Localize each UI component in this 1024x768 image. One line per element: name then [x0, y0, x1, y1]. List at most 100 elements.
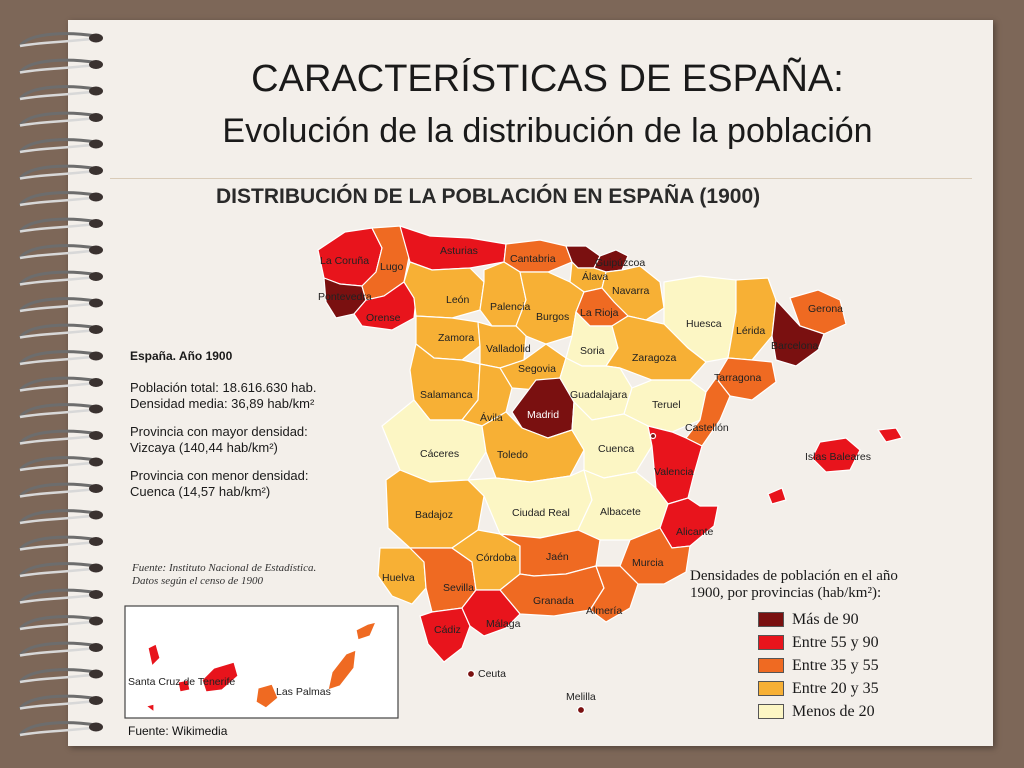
label-asturias: Asturias: [440, 245, 478, 257]
label-teruel: Teruel: [652, 399, 681, 411]
binding-hole: [89, 431, 103, 440]
province-lerida: [727, 277, 777, 361]
island-lanzarote: [355, 621, 378, 641]
statistics-panel: España. Año 1900 Población total: 18.616…: [130, 348, 380, 512]
island-tenerife: [201, 661, 239, 693]
binding-ring: [18, 429, 97, 445]
province-barcelona: [771, 298, 825, 367]
island-la-palma: [147, 643, 161, 668]
binding-hole: [89, 563, 103, 573]
label-zamora: Zamora: [438, 332, 474, 344]
label-granada: Granada: [533, 595, 574, 607]
binding-hole: [89, 722, 103, 732]
binding-hole: [89, 510, 103, 520]
binding-ring: [18, 376, 97, 392]
label-lugo: Lugo: [380, 261, 404, 273]
label-sevilla: Sevilla: [443, 582, 474, 594]
label-malaga: Málaga: [486, 618, 521, 630]
island-fuerteventura: [327, 649, 357, 691]
island-ibiza: [767, 487, 787, 505]
label-la-coruna: La Coruña: [320, 255, 369, 267]
label-leon: León: [446, 294, 470, 306]
binding-ring: [18, 482, 97, 498]
binding-ring: [18, 244, 97, 260]
legend-item: Entre 55 y 90: [690, 631, 940, 654]
spiral-binding: [18, 32, 103, 737]
label-melilla: Melilla: [566, 691, 596, 703]
province-albacete: [577, 468, 669, 541]
binding-hole: [89, 457, 103, 467]
label-pontevedra: Pontevedra: [318, 291, 372, 303]
binding-ring: [18, 588, 97, 604]
stats-max-label: Provincia con mayor densidad:: [130, 424, 308, 439]
binding-hole: [89, 590, 103, 599]
legend-title: Densidades de población en el año 1900, …: [690, 568, 940, 602]
label-la-rioja: La Rioja: [580, 307, 619, 319]
binding-ring: [18, 270, 97, 286]
legend-item: Más de 90: [690, 608, 940, 631]
label-orense: Orense: [366, 312, 401, 324]
legend-label: Entre 55 y 90: [792, 633, 879, 651]
label-las-palmas: Las Palmas: [276, 686, 331, 698]
island-la-gomera: [177, 679, 191, 693]
divider: [110, 178, 972, 179]
legend-swatch: [758, 658, 784, 673]
label-madrid: Madrid: [527, 409, 559, 421]
label-avila: Ávila: [480, 411, 503, 424]
province-orense: [353, 281, 417, 331]
binding-ring: [18, 668, 97, 684]
label-badajoz: Badajoz: [415, 509, 453, 521]
binding-ring: [18, 535, 97, 551]
legend-swatch: [758, 635, 784, 650]
island-el-hierro: [144, 703, 155, 714]
slide-subtitle: Evolución de la distribución de la pobla…: [222, 112, 873, 150]
binding-ring: [18, 456, 97, 472]
binding-hole: [89, 378, 103, 387]
legend-swatch: [758, 612, 784, 627]
province-badajoz: [385, 469, 485, 549]
binding-hole: [89, 669, 103, 679]
label-gerona: Gerona: [808, 303, 843, 315]
label-albacete: Albacete: [600, 506, 641, 518]
label-burgos: Burgos: [536, 311, 569, 323]
binding-hole: [89, 86, 103, 96]
label-toledo: Toledo: [497, 449, 528, 461]
binding-ring: [18, 58, 97, 74]
label-santa-cruz-de-tenerife: Santa Cruz de Tenerife: [128, 676, 235, 688]
melilla-marker: [576, 705, 586, 715]
legend-label: Entre 20 y 35: [792, 679, 879, 697]
binding-ring: [18, 350, 97, 366]
label-tarragona: Tarragona: [714, 372, 761, 384]
legend-swatch: [758, 704, 784, 719]
binding-hole: [89, 325, 103, 334]
stats-max-value: Vizcaya (140,44 hab/km²): [130, 440, 278, 455]
province-castellon: [685, 376, 731, 447]
map-legend: Densidades de población en el año 1900, …: [690, 568, 940, 723]
island-menorca: [876, 427, 903, 443]
binding-hole: [89, 351, 103, 361]
canary-islands: [144, 621, 378, 714]
province-alicante: [659, 497, 719, 549]
label-guadalajara: Guadalajara: [570, 389, 627, 401]
binding-ring: [18, 111, 97, 127]
binding-hole: [89, 192, 103, 202]
stats-min-value: Cuenca (14,57 hab/km²): [130, 484, 271, 499]
label-huesca: Huesca: [686, 318, 722, 330]
legend-label: Menos de 20: [792, 702, 875, 720]
binding-ring: [18, 164, 97, 180]
binding-hole: [89, 484, 103, 493]
island-gran-canaria: [255, 683, 279, 709]
province-almeria: [589, 565, 639, 623]
slide-title: CARACTERÍSTICAS DE ESPAÑA:: [251, 58, 844, 100]
label-navarra: Navarra: [612, 285, 650, 297]
binding-hole: [89, 113, 103, 122]
province-leon: [403, 261, 485, 319]
province-huesca: [663, 275, 737, 363]
data-source: Fuente: Instituto Nacional de Estadístic…: [132, 562, 316, 588]
binding-hole: [89, 219, 103, 228]
label-palencia: Palencia: [490, 301, 530, 313]
binding-hole: [89, 643, 103, 652]
label-alicante: Alicante: [676, 526, 714, 538]
image-credit: Fuente: Wikimedia: [128, 724, 228, 738]
binding-ring: [18, 85, 97, 101]
